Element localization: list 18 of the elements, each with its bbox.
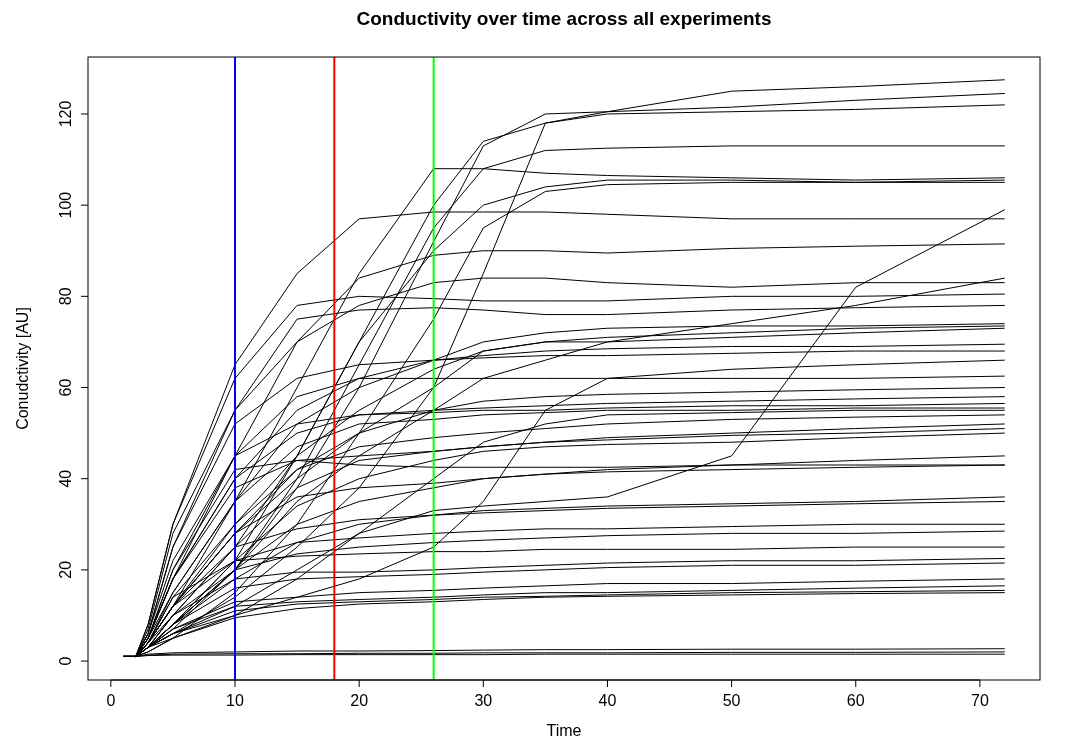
- y-tick-label: 60: [57, 378, 74, 397]
- x-tick-label: 50: [722, 692, 741, 709]
- y-tick-label: 100: [57, 191, 74, 219]
- y-tick-label: 40: [57, 469, 74, 488]
- chart-title: Conductivity over time across all experiments: [356, 8, 772, 29]
- y-tick-label: 20: [57, 560, 74, 579]
- y-axis-title: Conudctivity [AU]: [14, 307, 31, 430]
- x-axis-title: Time: [546, 722, 582, 739]
- y-tick-label: 120: [57, 100, 74, 128]
- x-tick-label: 60: [846, 692, 865, 709]
- x-tick-label: 0: [106, 692, 116, 709]
- x-tick-label: 10: [226, 692, 244, 709]
- y-tick-label: 80: [57, 287, 74, 306]
- y-tick-label: 0: [57, 656, 74, 666]
- x-tick-label: 70: [971, 692, 989, 709]
- x-tick-label: 20: [350, 692, 369, 709]
- x-tick-label: 40: [598, 692, 617, 709]
- x-tick-label: 30: [474, 692, 493, 709]
